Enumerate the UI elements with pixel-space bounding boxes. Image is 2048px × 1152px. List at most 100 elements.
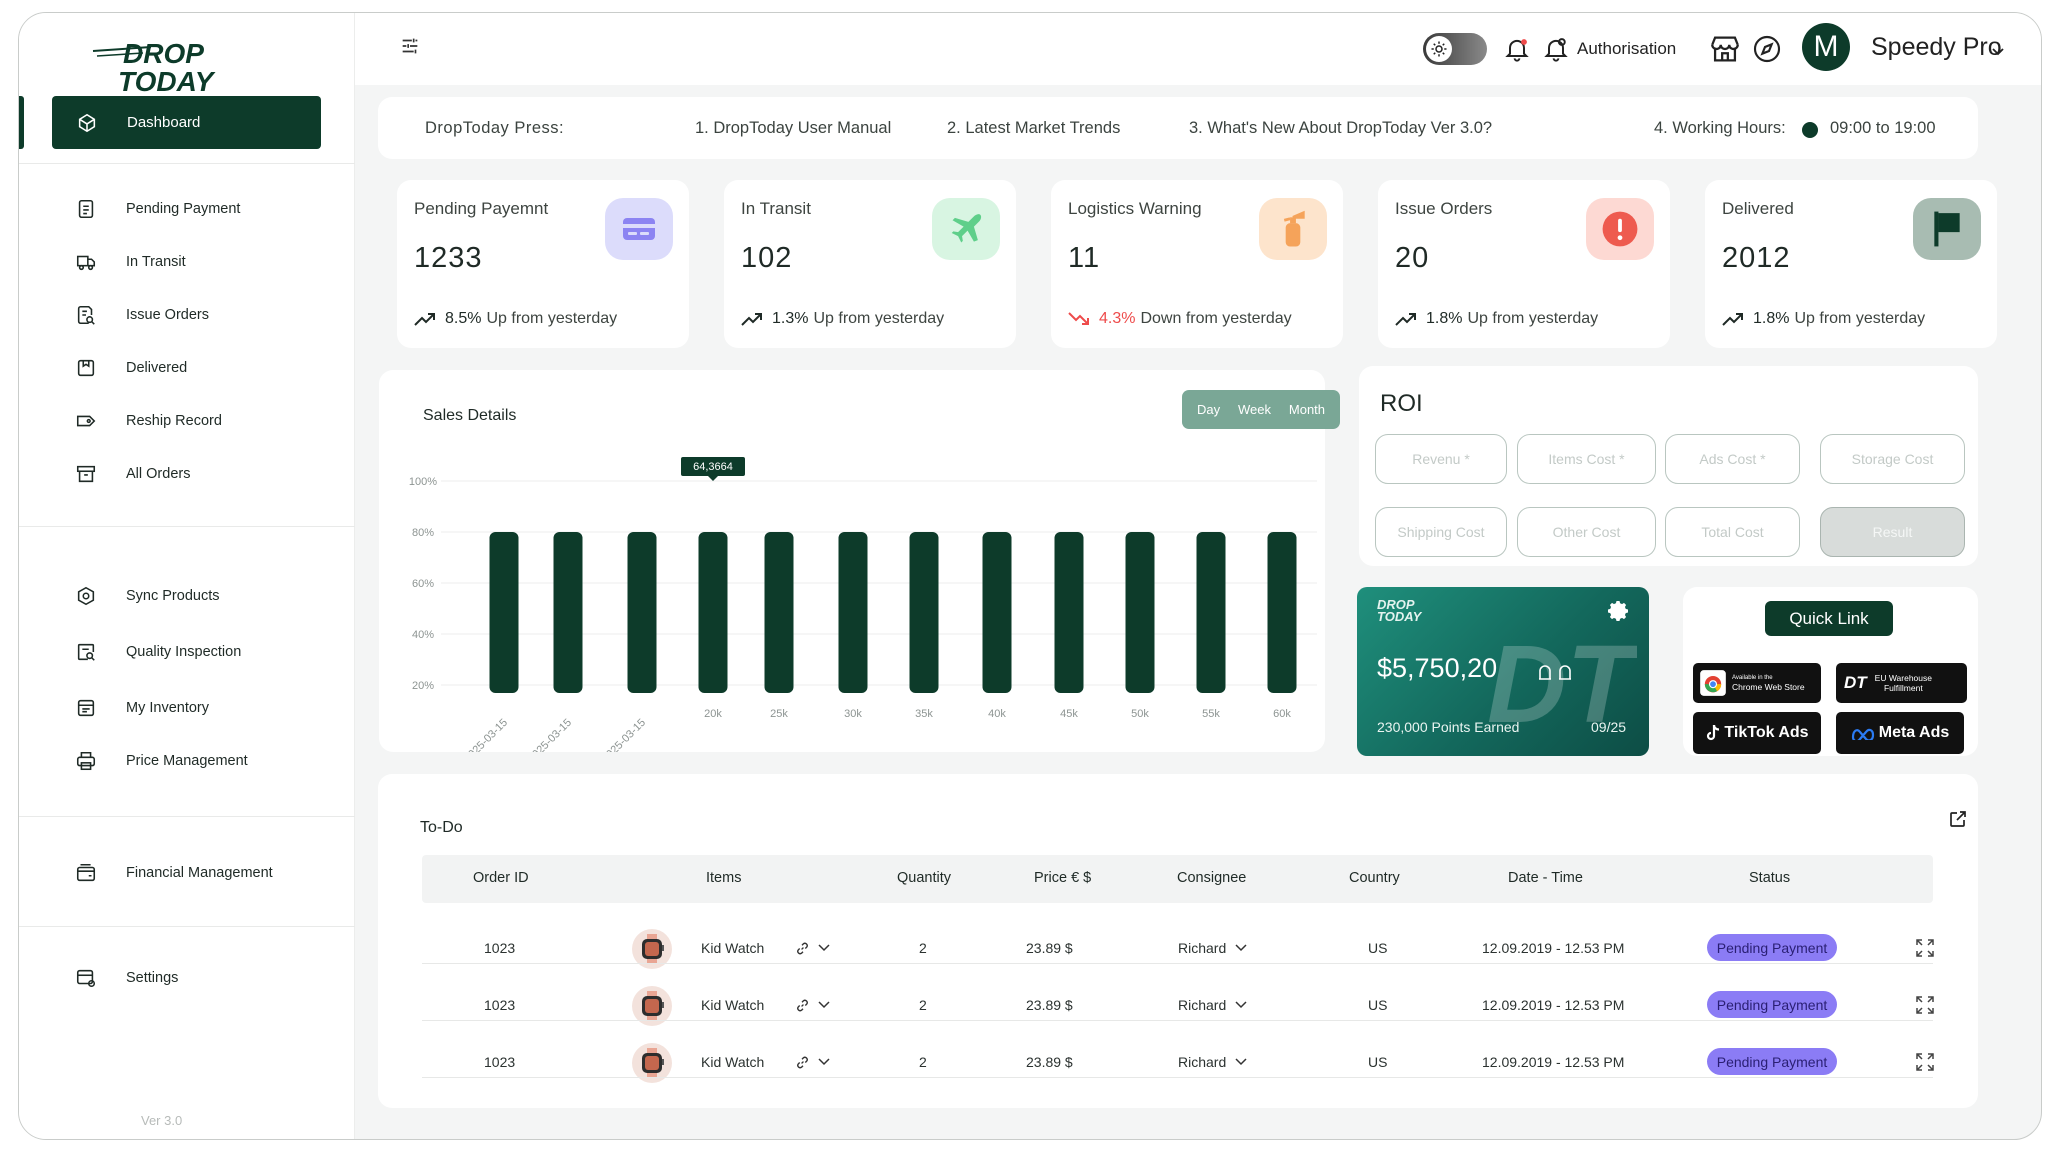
consignee[interactable]: Richard [1178, 940, 1227, 956]
meta-label: Meta Ads [1878, 724, 1950, 741]
chevron-down-icon[interactable] [818, 1057, 830, 1067]
dt-watermark: DT [1487, 623, 1637, 742]
link-icon[interactable] [795, 998, 810, 1013]
sales-title: Sales Details [423, 407, 517, 424]
stat-card-delivered[interactable]: Delivered 2012 1.8% Up from yesterday [1705, 180, 1997, 348]
sidebar-item-in-transit[interactable]: In Transit [75, 249, 186, 275]
chevron-down-icon[interactable] [818, 1000, 830, 1010]
points-card: DT DROP TODAY $5,750,20 230,000 Points Ea… [1357, 587, 1649, 756]
sidebar-item-label: Financial Management [126, 865, 273, 881]
sidebar-item-my-inventory[interactable]: My Inventory [75, 695, 209, 721]
notification-bell-icon[interactable] [1503, 35, 1531, 63]
document-icon [78, 199, 94, 219]
chevron-down-icon[interactable] [1235, 1000, 1247, 1010]
external-link-icon[interactable] [1948, 809, 1968, 829]
expand-icon[interactable] [1915, 995, 1935, 1015]
meta-ads-link[interactable]: Meta Ads [1836, 712, 1964, 754]
sidebar-item-reship-record[interactable]: Reship Record [75, 408, 222, 434]
eye-hidden-icon[interactable] [1537, 659, 1577, 681]
roi-card: ROI Revenu * Items Cost * Ads Cost * Sto… [1359, 366, 1978, 566]
sidebar-item-all-orders[interactable]: All Orders [75, 461, 190, 487]
period-day[interactable]: Day [1196, 402, 1221, 417]
chevron-down-icon[interactable] [1235, 1057, 1247, 1067]
stat-card-in-transit[interactable]: In Transit 102 1.3% Up from yesterday [724, 180, 1016, 348]
theme-toggle[interactable] [1423, 33, 1487, 65]
sidebar-item-quality-inspection[interactable]: Quality Inspection [75, 639, 241, 665]
compass-icon[interactable] [1751, 33, 1783, 65]
revenue-field[interactable]: Revenu * [1375, 434, 1507, 484]
sidebar-item-settings[interactable]: Settings [75, 965, 178, 991]
result-button[interactable]: Result [1820, 507, 1965, 557]
sidebar-item-issue-orders[interactable]: Issue Orders [75, 302, 209, 328]
link-icon[interactable] [795, 1055, 810, 1070]
link-icon[interactable] [795, 941, 810, 956]
consignee[interactable]: Richard [1178, 1054, 1227, 1070]
storage-cost-field[interactable]: Storage Cost [1820, 434, 1965, 484]
expand-icon[interactable] [1915, 1052, 1935, 1072]
filter-sliders-icon[interactable] [399, 35, 421, 57]
bar[interactable] [1267, 532, 1297, 693]
bell-icon[interactable] [1542, 35, 1570, 63]
x-tick-label: 20k [704, 708, 722, 720]
other-cost-field[interactable]: Other Cost [1517, 507, 1656, 557]
expand-icon[interactable] [1915, 938, 1935, 958]
bar[interactable] [764, 532, 794, 693]
store-icon[interactable] [1708, 32, 1742, 66]
x-tick-label: 45k [1060, 708, 1078, 720]
sidebar-item-sync-products[interactable]: Sync Products [75, 583, 220, 609]
sidebar-item-delivered[interactable]: Delivered [75, 355, 187, 381]
sidebar-item-pending-payment[interactable]: Pending Payment [75, 196, 240, 222]
stat-value: 20 [1395, 242, 1430, 274]
period-month[interactable]: Month [1288, 402, 1326, 417]
avatar[interactable]: M [1802, 23, 1850, 71]
period-week[interactable]: Week [1237, 402, 1271, 417]
sidebar-item-dashboard[interactable]: Dashboard [19, 96, 321, 149]
stat-card-logistics-warning[interactable]: Logistics Warning 11 4.3% Down from yesterd… [1051, 180, 1343, 348]
sync-cube-icon [77, 586, 95, 606]
bar[interactable] [489, 532, 519, 693]
eu-warehouse-link[interactable]: DT EU Warehouse Fulfillment [1836, 663, 1967, 703]
bar[interactable] [838, 532, 868, 693]
item-name[interactable]: Kid Watch [701, 940, 765, 956]
date-time: 12.09.2019 - 12.53 PM [1482, 1054, 1625, 1070]
press-link-manual[interactable]: 1. DropToday User Manual [695, 118, 892, 137]
stat-card-pending-payemnt[interactable]: Pending Payemnt 1233 8.5% Up from yesterday [397, 180, 689, 348]
bar[interactable] [909, 532, 939, 693]
consignee[interactable]: Richard [1178, 997, 1227, 1013]
stat-value: 2012 [1722, 242, 1791, 274]
x-tick-label: 60k [1273, 708, 1291, 720]
chevron-down-icon[interactable] [1235, 943, 1247, 953]
chrome-web-store-link[interactable]: Available in the Chrome Web Store [1693, 663, 1821, 703]
total-cost-field[interactable]: Total Cost [1665, 507, 1800, 557]
press-link-whats-new[interactable]: 3. What's New About DropToday Ver 3.0? [1189, 118, 1493, 137]
items-cost-field[interactable]: Items Cost * [1517, 434, 1656, 484]
bar[interactable] [553, 532, 583, 693]
authorisation-link[interactable]: Authorisation [1577, 39, 1677, 58]
logo-line1: DROP [123, 38, 204, 69]
press-link-trends[interactable]: 2. Latest Market Trends [947, 118, 1121, 137]
table-header [422, 855, 1933, 903]
sidebar-item-financial-management[interactable]: Financial Management [75, 860, 273, 886]
bar[interactable] [1125, 532, 1155, 693]
bar[interactable] [982, 532, 1012, 693]
chevron-down-icon[interactable] [818, 943, 830, 953]
shipping-cost-field[interactable]: Shipping Cost [1375, 507, 1507, 557]
item-name[interactable]: Kid Watch [701, 1054, 765, 1070]
gear-icon[interactable] [1607, 599, 1631, 623]
sidebar-item-label: Reship Record [126, 413, 222, 429]
quick-link-card: Quick Link Available in the Chrome Web S… [1683, 587, 1978, 756]
sidebar-item-price-management[interactable]: Price Management [75, 748, 248, 774]
bar[interactable] [627, 532, 657, 693]
item-name[interactable]: Kid Watch [701, 997, 765, 1013]
stat-value: 11 [1068, 242, 1101, 274]
bar[interactable] [698, 532, 728, 693]
tiktok-ads-link[interactable]: TikTok Ads [1693, 712, 1821, 754]
ads-cost-field[interactable]: Ads Cost * [1665, 434, 1800, 484]
sidebar-item-label: Sync Products [126, 588, 220, 604]
bar[interactable] [1054, 532, 1084, 693]
chevron-down-icon[interactable] [1991, 45, 2005, 59]
bar[interactable] [1196, 532, 1226, 693]
user-name[interactable]: Speedy Pro [1871, 33, 2002, 61]
order-id: 1023 [484, 1054, 516, 1070]
stat-card-issue-orders[interactable]: Issue Orders 20 1.8% Up from yesterday [1378, 180, 1670, 348]
